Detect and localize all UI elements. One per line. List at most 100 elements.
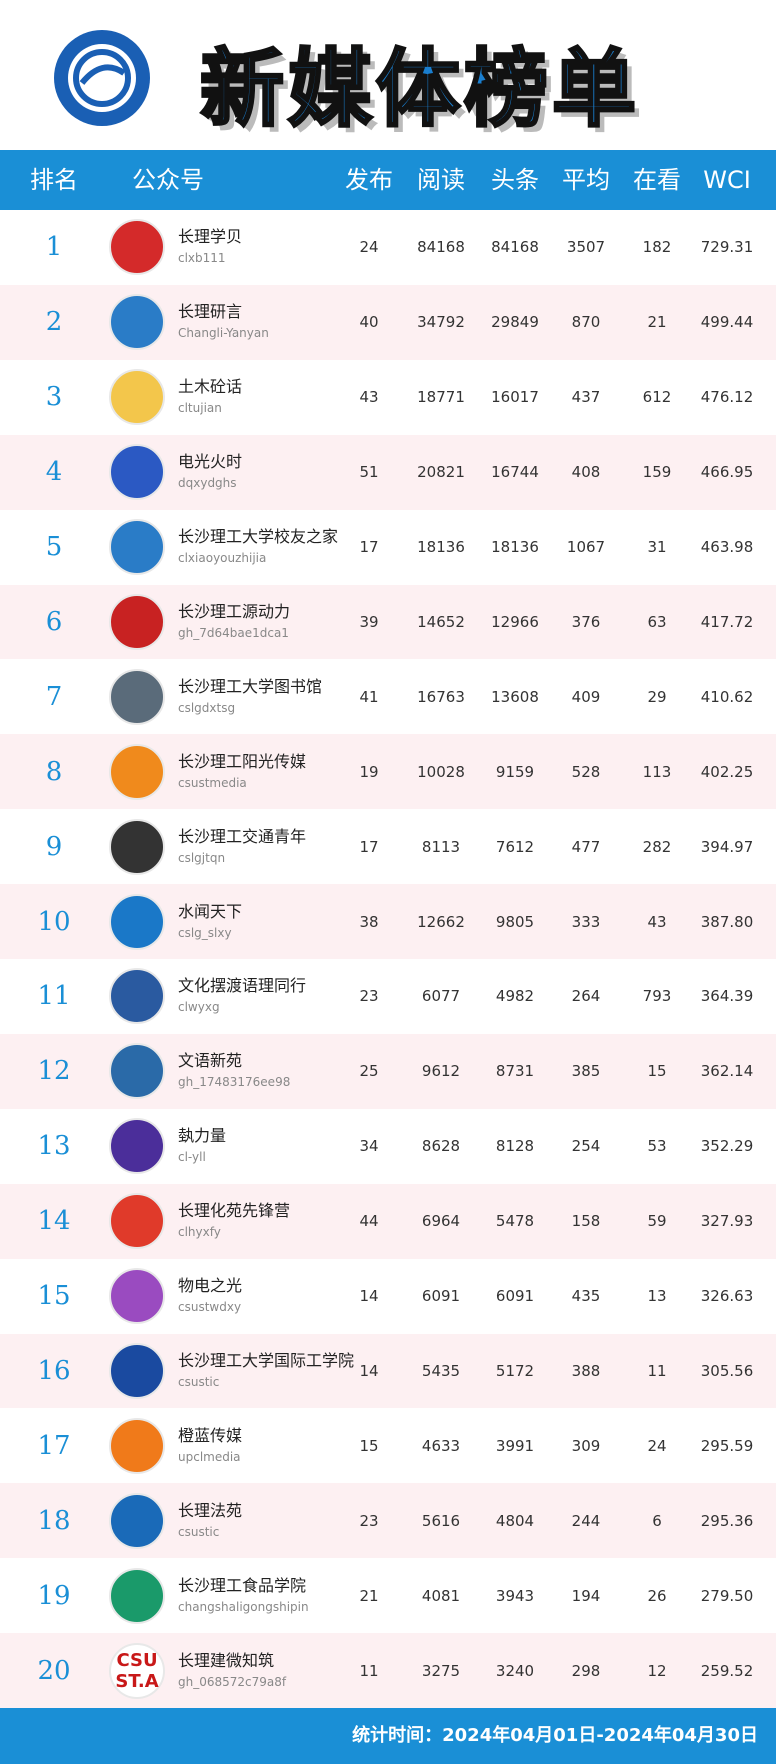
cell-avg: 333 (571, 912, 601, 931)
account-logo (109, 1043, 165, 1100)
account-logo (109, 743, 165, 800)
account-name: 长理学贝 (178, 227, 243, 247)
cell-top: 3991 (495, 1436, 535, 1455)
account-name: 长沙理工食品学院 (178, 1575, 307, 1595)
account-logo (109, 444, 165, 501)
cell-top: 8731 (495, 1062, 535, 1081)
cell-posts: 41 (359, 687, 379, 706)
table-row: 6 长沙理工源动力 gh_7d64bae1dca1 39 14652 12966 376 63… (0, 584, 776, 660)
account-id: gh_7d64bae1dca1 (178, 625, 289, 640)
cell-watching: 793 (642, 987, 672, 1006)
cell-reads: 8628 (421, 1137, 461, 1156)
cell-posts: 17 (359, 538, 379, 557)
cell-wci: 326.63 (700, 1287, 754, 1306)
rank: 16 (37, 1355, 71, 1386)
cell-wci: 466.95 (700, 463, 754, 482)
account-name: 埶力量 (178, 1126, 227, 1146)
cell-wci: 279.50 (700, 1586, 754, 1605)
cell-reads: 5435 (421, 1361, 461, 1380)
cell-avg: 158 (571, 1212, 601, 1231)
account-name: 长沙理工大学图书馆 (178, 676, 323, 696)
cell-avg: 528 (571, 762, 601, 781)
cell-watching: 13 (647, 1287, 667, 1306)
cell-posts: 14 (359, 1287, 379, 1306)
account-logo (109, 1193, 165, 1250)
account-name: 长沙理工源动力 (178, 601, 291, 621)
cell-avg: 477 (571, 837, 601, 856)
rank: 20 (37, 1655, 71, 1686)
cell-avg: 1067 (566, 538, 606, 557)
account-logo (109, 1567, 165, 1624)
column-header: 阅读 (417, 166, 465, 194)
cell-avg: 244 (571, 1511, 601, 1530)
cell-avg: 408 (571, 463, 601, 482)
cell-posts: 38 (359, 912, 379, 931)
table-row: 20 CSU ST.A 长理建微知筑 gh_068572c79a8f 11 3275 3240… (0, 1633, 776, 1708)
cell-wci: 402.25 (700, 762, 754, 781)
cell-wci: 259.52 (700, 1661, 754, 1680)
account-id: cslg_slxy (178, 925, 232, 940)
account-logo (109, 893, 165, 950)
account-logo (109, 668, 165, 725)
account-name: 水闻天下 (178, 901, 243, 921)
rank: 17 (37, 1430, 71, 1461)
cell-watching: 24 (647, 1436, 667, 1455)
cell-wci: 305.56 (700, 1361, 754, 1380)
account-id: cl-yll (178, 1150, 206, 1165)
rank: 12 (37, 1056, 71, 1087)
footer: 统计时间：2024年04月01日-2024年04月30日 (0, 1708, 776, 1764)
cell-watching: 53 (647, 1137, 667, 1156)
column-header: WCI (703, 166, 751, 194)
cell-top: 29849 (491, 313, 539, 332)
cell-wci: 476.12 (700, 388, 754, 407)
cell-posts: 44 (359, 1212, 379, 1231)
table-row: 11 文化摆渡语理同行 clwyxg 23 6077 4982 264 793 364.39 (0, 959, 776, 1034)
account-logo (109, 369, 165, 426)
account-id: csustic (178, 1374, 220, 1389)
account-logo (109, 294, 165, 351)
cell-avg: 385 (571, 1062, 601, 1081)
cell-wci: 352.29 (700, 1137, 754, 1156)
account-id: cslgjtqn (178, 850, 226, 865)
table-row: 8 长沙理工阳光传媒 csustmedia 19 10028 9159 528 113 402.… (0, 734, 776, 810)
column-header: 在看 (633, 166, 681, 194)
cell-top: 6091 (495, 1287, 535, 1306)
cell-posts: 43 (359, 388, 379, 407)
rank: 9 (45, 831, 63, 862)
account-id: changshaligongshipin (178, 1599, 309, 1614)
cell-reads: 16763 (417, 687, 465, 706)
account-name: 长沙理工大学校友之家 (178, 527, 339, 547)
cell-avg: 435 (571, 1287, 601, 1306)
cell-top: 84168 (491, 238, 539, 257)
cell-reads: 12662 (417, 912, 465, 931)
cell-watching: 15 (647, 1062, 667, 1081)
table-row: 4 电光火时 dqxydghs 51 20821 16744 408 159 466.95 (0, 434, 776, 510)
cell-reads: 8113 (421, 837, 461, 856)
rank: 11 (37, 981, 71, 1012)
cell-avg: 409 (571, 687, 601, 706)
footer-text: 统计时间：2024年04月01日-2024年04月30日 (352, 1725, 758, 1746)
account-name: 橙蓝传媒 (178, 1425, 243, 1445)
cell-watching: 29 (647, 687, 667, 706)
cell-wci: 729.31 (700, 238, 754, 257)
account-logo (109, 519, 165, 576)
rank: 18 (37, 1505, 71, 1536)
table-row: 17 橙蓝传媒 upclmedia 15 4633 3991 309 24 295.59 (0, 1408, 776, 1484)
cell-reads: 84168 (417, 238, 465, 257)
cell-reads: 18136 (417, 538, 465, 557)
cell-avg: 194 (571, 1586, 601, 1605)
cell-posts: 14 (359, 1361, 379, 1380)
cell-posts: 21 (359, 1586, 379, 1605)
cell-reads: 18771 (417, 388, 465, 407)
cell-watching: 612 (642, 388, 672, 407)
cell-watching: 26 (647, 1586, 667, 1605)
cell-posts: 24 (359, 238, 379, 257)
cell-reads: 4633 (421, 1436, 461, 1455)
cell-reads: 3275 (421, 1661, 461, 1680)
cell-top: 4982 (495, 987, 535, 1006)
account-name: 长理建微知筑 (178, 1650, 275, 1670)
account-name: 长理化苑先锋营 (178, 1201, 291, 1221)
account-name: 长沙理工大学国际工学院 (178, 1350, 355, 1370)
cell-top: 3240 (495, 1661, 535, 1680)
